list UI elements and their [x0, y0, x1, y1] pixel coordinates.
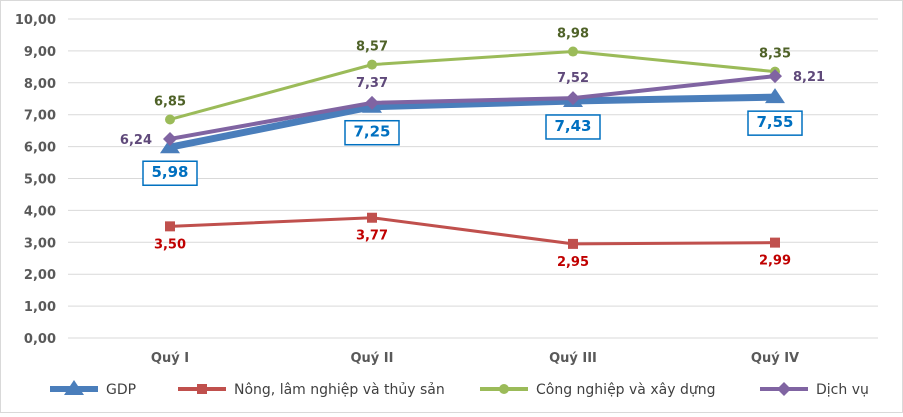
data-label: 2,95: [557, 255, 589, 270]
data-label: 7,55: [756, 113, 793, 131]
legend-label: GDP: [106, 382, 136, 398]
circle-marker: [165, 114, 175, 125]
series-line: [169, 216, 776, 246]
diamond-marker: [163, 131, 177, 146]
data-label-box: [142, 160, 198, 186]
y-tick-label: 0,00: [24, 332, 56, 347]
diamond-marker: [768, 69, 782, 84]
circle-marker: [499, 384, 509, 394]
square-marker: [197, 384, 207, 394]
series-1: 3,50 3,77 2,95 2,99: [154, 212, 791, 270]
y-tick-label: 3,00: [24, 236, 56, 251]
data-label: 3,50: [154, 237, 186, 252]
y-tick-label: 7,00: [24, 109, 56, 124]
square-marker: [165, 221, 175, 232]
data-label: 7,52: [557, 71, 589, 86]
data-label: 6,85: [154, 94, 186, 109]
diamond-marker: [365, 95, 379, 110]
series-3: 6,24 7,37 7,52 8,21: [120, 69, 825, 148]
x-tick-label: Quý II: [351, 351, 394, 366]
legend-label: Dịch vụ: [816, 382, 869, 398]
x-tick-label: Quý IV: [751, 351, 799, 366]
data-label: 8,57: [356, 40, 388, 55]
series-line: [169, 93, 776, 151]
data-label-box: [545, 114, 601, 140]
y-tick-label: 5,00: [24, 173, 56, 188]
y-tick-label: 9,00: [24, 45, 56, 60]
diamond-marker: [777, 382, 791, 396]
legend-item: Dịch vụ: [760, 382, 869, 398]
triangle-marker: [64, 380, 84, 395]
legend-label: Nông, lâm nghiệp và thủy sản: [234, 382, 445, 398]
y-tick-label: 6,00: [24, 141, 56, 156]
legend-item: Nông, lâm nghiệp và thủy sản: [178, 382, 445, 398]
data-label: 3,77: [356, 229, 388, 244]
series-line: [169, 74, 776, 141]
y-tick-label: 1,00: [24, 300, 56, 315]
legend-label: Công nghiệp và xây dựng: [536, 382, 715, 398]
y-tick-label: 2,00: [24, 268, 56, 283]
square-marker: [367, 212, 377, 223]
series-line: [169, 50, 776, 121]
x-tick-label: Quý I: [151, 351, 189, 366]
data-label: 8,21: [793, 70, 825, 85]
x-tick-label: Quý III: [549, 351, 597, 366]
legend: GDP Nông, lâm nghiệp và thủy sản Công nghi…: [50, 380, 869, 398]
y-tick-label: 8,00: [24, 77, 56, 92]
circle-marker: [367, 59, 377, 70]
legend-item: Công nghiệp và xây dựng: [480, 382, 715, 398]
data-label: 6,24: [120, 133, 152, 148]
data-label: 5,98: [151, 163, 188, 181]
y-tick-label: 10,00: [15, 13, 56, 28]
square-marker: [568, 238, 578, 249]
data-label: 7,43: [554, 117, 591, 135]
diamond-marker: [566, 91, 580, 106]
square-marker: [770, 237, 780, 248]
legend-item: GDP: [50, 380, 136, 398]
data-label-box: [747, 110, 803, 136]
triangle-marker: [765, 88, 785, 104]
data-label: 2,99: [759, 254, 791, 269]
data-label: 7,37: [356, 76, 388, 91]
data-label: 8,98: [557, 27, 589, 42]
data-label: 7,25: [353, 123, 390, 141]
data-label-box: [344, 119, 400, 146]
y-tick-label: 4,00: [24, 204, 56, 219]
circle-marker: [568, 46, 578, 57]
data-label: 8,35: [759, 47, 791, 62]
